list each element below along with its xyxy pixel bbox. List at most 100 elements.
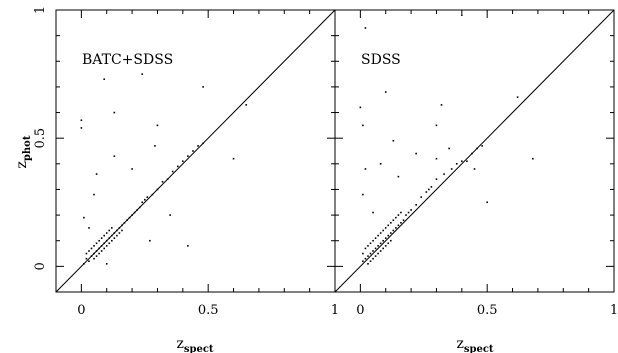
data-point (90, 247, 93, 250)
x-tick-label: 1 (610, 303, 618, 318)
data-point (113, 232, 116, 234)
x-axis-label-right: zspect (456, 336, 493, 353)
data-point (141, 73, 144, 75)
x-axis-label-left: zspect (176, 336, 213, 353)
data-point (435, 157, 438, 160)
panel-title: SDSS (361, 52, 401, 68)
data-point (100, 250, 103, 252)
data-point (374, 237, 377, 239)
data-point (379, 163, 382, 165)
data-point (103, 78, 105, 81)
data-point (369, 242, 372, 245)
data-point (367, 255, 369, 257)
data-point (364, 247, 367, 250)
data-point (382, 247, 384, 250)
data-point (116, 234, 118, 237)
data-point (118, 227, 121, 229)
data-point (131, 214, 133, 216)
data-point (390, 232, 392, 234)
data-point (387, 242, 390, 245)
data-point (387, 224, 390, 227)
data-point (118, 232, 121, 234)
data-point (126, 219, 128, 222)
data-point (105, 239, 108, 242)
data-point (100, 245, 103, 247)
data-point (83, 216, 85, 219)
data-point (98, 247, 100, 250)
data-point (136, 209, 138, 211)
data-point (384, 237, 387, 239)
data-point (481, 145, 483, 147)
data-point (88, 260, 90, 263)
data-point (374, 255, 377, 257)
scatter-panel-2: 0 0.5 1 SDSS (334, 9, 618, 318)
data-point (176, 165, 179, 168)
data-point (415, 152, 417, 155)
data-point (364, 168, 367, 170)
data-point (187, 245, 189, 247)
data-point (379, 232, 382, 234)
data-point (187, 155, 189, 157)
data-point (113, 111, 116, 114)
data-point (80, 127, 83, 129)
data-point (88, 250, 90, 252)
data-point (100, 237, 103, 239)
data-point (88, 227, 90, 229)
data-point (471, 152, 473, 155)
y-tick-label: 0.5 (33, 128, 48, 149)
data-point (486, 201, 488, 204)
data-point (161, 180, 164, 183)
data-point (192, 150, 194, 152)
data-point (384, 245, 387, 247)
data-point (95, 255, 98, 257)
y-tick-label: 1 (33, 6, 48, 14)
data-point (146, 196, 149, 198)
x-tick-label: 0.5 (198, 303, 219, 318)
data-point (400, 211, 402, 214)
data-point (105, 263, 108, 265)
data-point (90, 255, 93, 257)
data-point (377, 234, 379, 237)
data-point (121, 229, 123, 232)
data-point (245, 104, 248, 106)
data-point (151, 193, 154, 196)
data-point (156, 124, 159, 127)
data-point (111, 234, 113, 237)
data-point (232, 157, 235, 160)
data-point (362, 252, 364, 255)
data-point (420, 196, 423, 198)
data-point (202, 142, 204, 145)
data-point (93, 257, 95, 260)
data-point (169, 214, 171, 216)
data-point (372, 250, 374, 252)
data-point (133, 211, 136, 214)
data-point (374, 247, 377, 250)
data-point (384, 91, 387, 93)
data-point (111, 227, 113, 229)
data-point (80, 119, 83, 122)
data-point (108, 237, 111, 239)
data-point (395, 227, 397, 229)
data-point (435, 124, 438, 127)
data-point (98, 252, 100, 255)
data-point (372, 211, 374, 214)
data-point (461, 160, 463, 163)
data-point (379, 250, 382, 252)
data-point (364, 27, 367, 29)
data-point (382, 229, 384, 232)
data-point (392, 219, 395, 222)
data-point (154, 145, 156, 147)
data-point (138, 206, 141, 209)
data-point (367, 263, 369, 265)
data-point (111, 239, 113, 242)
data-point (415, 204, 417, 206)
data-point (85, 252, 88, 255)
data-point (448, 147, 450, 150)
data-point (143, 198, 146, 201)
data-point (397, 175, 400, 178)
data-point (95, 250, 98, 252)
one-to-one-line (55, 9, 336, 293)
data-point (405, 214, 407, 216)
data-point (372, 239, 374, 242)
